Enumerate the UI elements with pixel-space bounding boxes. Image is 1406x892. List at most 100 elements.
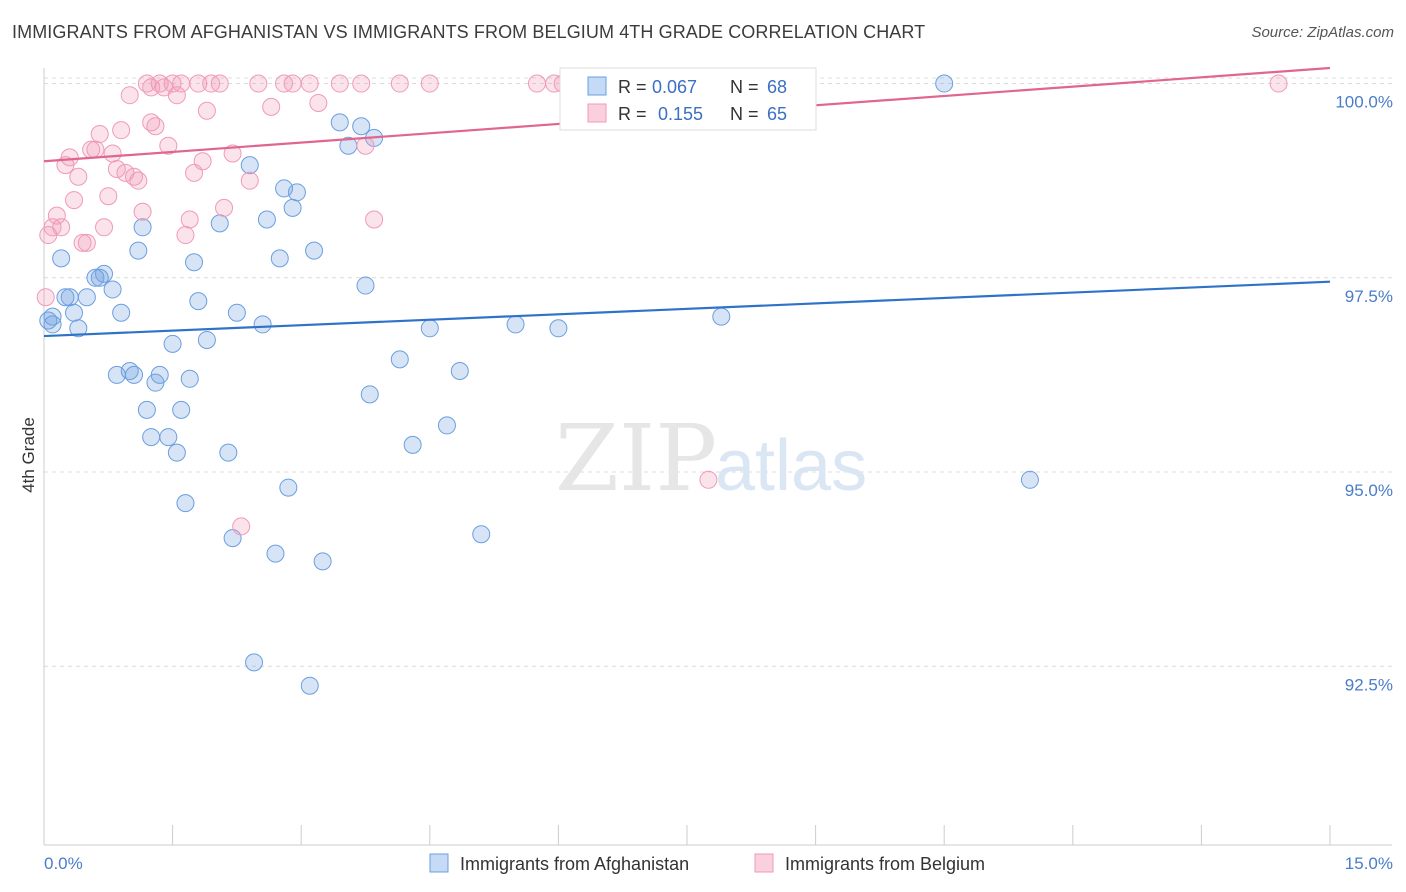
series-legend: Immigrants from Afghanistan Immigrants f… bbox=[429, 853, 985, 874]
afghanistan-point bbox=[240, 156, 259, 175]
afghanistan-point bbox=[112, 303, 131, 322]
belgium-point bbox=[112, 121, 131, 140]
belgium-point bbox=[133, 202, 152, 221]
y-tick-label: 97.5% bbox=[1345, 287, 1393, 306]
afghanistan-point bbox=[352, 117, 371, 136]
series-afghanistan-points bbox=[39, 74, 1039, 695]
belgium-point bbox=[36, 288, 55, 307]
afghanistan-point bbox=[189, 292, 208, 311]
belgium-point bbox=[249, 74, 268, 93]
belgium-point bbox=[77, 233, 96, 252]
belgium-point bbox=[365, 210, 384, 229]
belgium-point bbox=[159, 136, 178, 155]
belgium-point bbox=[73, 233, 92, 252]
afghanistan-point bbox=[65, 303, 84, 322]
afghanistan-point bbox=[129, 241, 148, 260]
afghanistan-point bbox=[167, 443, 186, 462]
afghanistan-point bbox=[219, 443, 238, 462]
belgium-point bbox=[240, 171, 259, 190]
afghanistan-point bbox=[137, 400, 156, 419]
legend-r-label-2: R = bbox=[618, 104, 647, 124]
belgium-point bbox=[47, 206, 66, 225]
afghanistan-point bbox=[360, 385, 379, 404]
belgium-point bbox=[300, 74, 319, 93]
afghanistan-point bbox=[257, 210, 276, 229]
legend-n-label-1: N = bbox=[730, 77, 759, 97]
afghanistan-point bbox=[279, 478, 298, 497]
afghanistan-point bbox=[163, 334, 182, 353]
afghanistan-point bbox=[210, 214, 229, 233]
watermark-zip: ZIP bbox=[555, 405, 717, 512]
afghanistan-point bbox=[197, 330, 216, 349]
belgium-point bbox=[69, 167, 88, 186]
afghanistan-point bbox=[437, 416, 456, 435]
afghanistan-point bbox=[142, 428, 161, 447]
afghanistan-point bbox=[60, 288, 79, 307]
belgium-point bbox=[352, 74, 371, 93]
series-belgium-points bbox=[36, 74, 1288, 536]
legend-swatch-afghanistan bbox=[587, 76, 607, 96]
belgium-point bbox=[330, 74, 349, 93]
legend-label-belgium: Immigrants from Belgium bbox=[785, 854, 985, 874]
legend-label-afghanistan: Immigrants from Afghanistan bbox=[460, 854, 689, 874]
legend-n-value-1: 68 bbox=[767, 77, 787, 97]
belgium-point bbox=[189, 74, 208, 93]
belgium-point bbox=[527, 74, 546, 93]
belgium-point bbox=[262, 97, 281, 116]
legend-swatch-belgium bbox=[587, 103, 607, 123]
afghanistan-point bbox=[185, 253, 204, 272]
legend-swatch-belgium-bottom bbox=[754, 853, 774, 873]
belgium-point bbox=[90, 125, 109, 144]
legend-r-label-1: R = bbox=[618, 77, 647, 97]
afghanistan-point bbox=[172, 400, 191, 419]
belgium-point bbox=[103, 144, 122, 163]
afghanistan-trend-line bbox=[43, 280, 1331, 338]
y-axis-label: 4th Grade bbox=[19, 417, 38, 493]
afghanistan-point bbox=[56, 288, 75, 307]
belgium-point bbox=[197, 101, 216, 120]
afghanistan-point bbox=[95, 264, 114, 283]
afghanistan-point bbox=[103, 280, 122, 299]
source-credit: Source: ZipAtlas.com bbox=[1251, 24, 1394, 41]
afghanistan-point bbox=[506, 315, 525, 334]
afghanistan-point bbox=[180, 369, 199, 388]
afghanistan-point bbox=[549, 319, 568, 338]
legend-swatch-afghanistan-bottom bbox=[429, 853, 449, 873]
afghanistan-point bbox=[125, 365, 144, 384]
afghanistan-point bbox=[150, 365, 169, 384]
afghanistan-point bbox=[43, 315, 62, 334]
tick-labels: 100.0% 97.5% 95.0% 92.5% 0.0% 15.0% bbox=[44, 93, 1393, 873]
belgium-point bbox=[420, 74, 439, 93]
afghanistan-point bbox=[227, 303, 246, 322]
afghanistan-point bbox=[159, 428, 178, 447]
belgium-point bbox=[129, 171, 148, 190]
y-tick-label: 92.5% bbox=[1345, 675, 1393, 694]
y-tick-label: 100.0% bbox=[1335, 93, 1393, 112]
legend-n-label-2: N = bbox=[730, 104, 759, 124]
y-tick-label: 95.0% bbox=[1345, 481, 1393, 500]
chart-title: IMMIGRANTS FROM AFGHANISTAN VS IMMIGRANT… bbox=[12, 22, 926, 42]
legend-n-value-2: 65 bbox=[767, 104, 787, 124]
belgium-point bbox=[95, 218, 114, 237]
belgium-point bbox=[65, 191, 84, 210]
belgium-point bbox=[167, 86, 186, 105]
belgium-point bbox=[146, 117, 165, 136]
afghanistan-point bbox=[266, 544, 285, 563]
belgium-point bbox=[176, 226, 195, 245]
afghanistan-point bbox=[287, 183, 306, 202]
afghanistan-point bbox=[52, 249, 71, 268]
afghanistan-point bbox=[133, 218, 152, 237]
belgium-point bbox=[232, 517, 251, 536]
belgium-point bbox=[52, 218, 71, 237]
belgium-point bbox=[120, 86, 139, 105]
legend-r-value-1: 0.067 bbox=[652, 77, 697, 97]
x-tick-label: 0.0% bbox=[44, 854, 83, 873]
afghanistan-point bbox=[420, 319, 439, 338]
afghanistan-point bbox=[283, 198, 302, 217]
legend-r-value-2: 0.155 bbox=[658, 104, 703, 124]
afghanistan-point bbox=[935, 74, 954, 93]
afghanistan-point bbox=[69, 319, 88, 338]
belgium-point bbox=[699, 470, 718, 489]
afghanistan-point bbox=[712, 307, 731, 326]
